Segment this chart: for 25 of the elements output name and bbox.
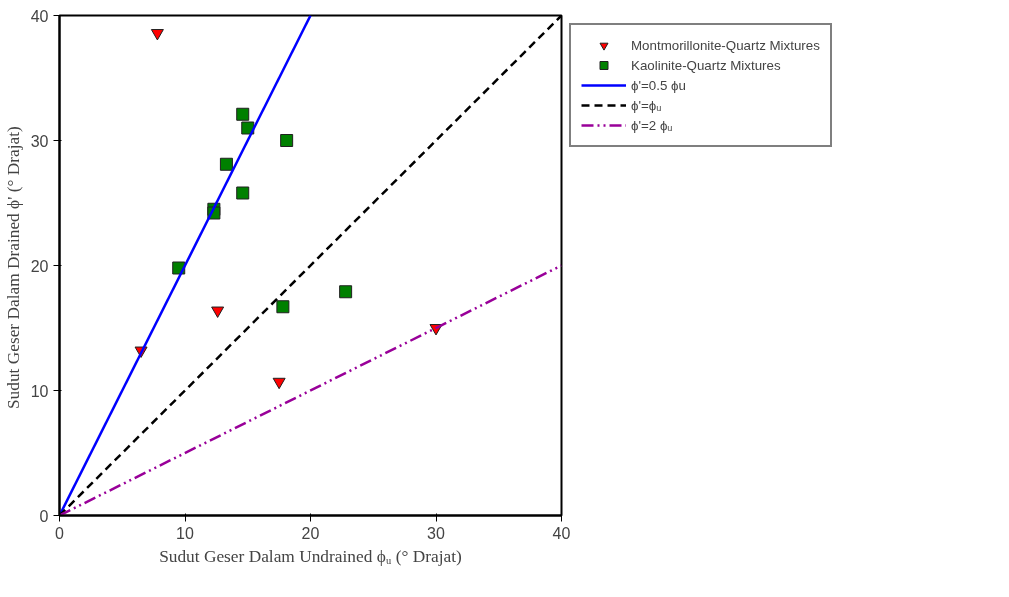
point [276, 300, 290, 314]
legend-label: ϕ'=2 ϕᵤ [631, 117, 673, 133]
x-tick-label: 20 [301, 524, 320, 542]
point [339, 285, 353, 299]
y-axis-title: Sudut Geser Dalam Drained ϕ' (° Drajat) [3, 126, 23, 410]
x-tick-label: 40 [552, 524, 571, 542]
x-tick-label: 10 [176, 524, 194, 542]
point [211, 306, 225, 318]
y-tick-label: 30 [30, 132, 49, 150]
point [236, 107, 250, 121]
legend-label: Montmorillonite-Quartz Mixtures [631, 37, 820, 53]
x-tick-label: 30 [427, 524, 445, 542]
y-tick-label: 40 [30, 7, 49, 25]
legend-label: Kaolinite-Quartz Mixtures [631, 57, 781, 73]
point [219, 157, 233, 171]
y-tick-label: 20 [30, 257, 49, 275]
legend-label: ϕ'=ϕᵤ [631, 97, 662, 113]
x-tick-label: 0 [55, 524, 65, 542]
point [272, 377, 286, 390]
y-tick-label: 0 [39, 507, 49, 525]
point [280, 134, 294, 147]
x-axis-title: Sudut Geser Dalam Undrained ϕᵤ (° Drajat) [159, 546, 463, 566]
point [236, 186, 250, 200]
y-tick-label: 10 [30, 382, 49, 400]
legend-label: ϕ'=0.5 ϕu [631, 77, 686, 93]
